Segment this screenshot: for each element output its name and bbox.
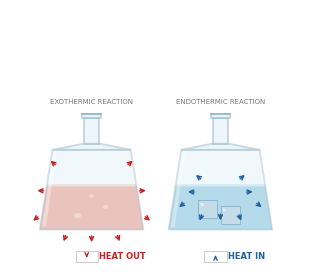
FancyBboxPatch shape	[204, 251, 227, 262]
Polygon shape	[168, 150, 272, 230]
FancyBboxPatch shape	[198, 200, 217, 218]
Ellipse shape	[89, 194, 94, 198]
Polygon shape	[52, 144, 131, 150]
Polygon shape	[200, 203, 204, 206]
FancyBboxPatch shape	[212, 118, 228, 144]
Text: HEAT OUT: HEAT OUT	[100, 252, 146, 261]
Polygon shape	[181, 144, 260, 150]
Polygon shape	[168, 186, 272, 230]
FancyBboxPatch shape	[221, 206, 240, 224]
Polygon shape	[223, 209, 227, 211]
Polygon shape	[40, 186, 144, 230]
Ellipse shape	[74, 213, 81, 218]
Polygon shape	[47, 184, 136, 187]
Text: EXOTHERMIC REACTION: EXOTHERMIC REACTION	[50, 99, 133, 105]
Text: HEAT IN: HEAT IN	[228, 252, 266, 261]
Text: ENDOTHERMIC REACTION: ENDOTHERMIC REACTION	[176, 99, 265, 105]
Polygon shape	[176, 184, 265, 187]
Polygon shape	[40, 150, 144, 230]
Polygon shape	[42, 153, 56, 227]
FancyBboxPatch shape	[82, 114, 101, 118]
Polygon shape	[171, 153, 185, 227]
FancyBboxPatch shape	[76, 251, 98, 262]
Ellipse shape	[103, 205, 108, 209]
FancyBboxPatch shape	[211, 114, 230, 118]
FancyBboxPatch shape	[84, 118, 100, 144]
